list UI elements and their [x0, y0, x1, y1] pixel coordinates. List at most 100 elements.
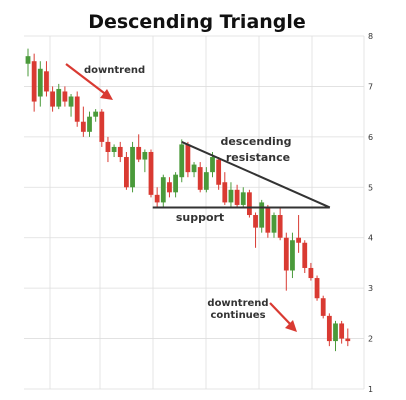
candle-body	[179, 144, 185, 178]
candle	[271, 212, 277, 238]
candle-body	[228, 189, 234, 203]
arrow-downtrend	[65, 63, 113, 100]
candle-body	[74, 96, 80, 122]
candle	[56, 83, 62, 110]
candle	[105, 136, 111, 163]
candle	[247, 189, 252, 218]
candle-body	[44, 71, 49, 92]
candle-body	[290, 240, 295, 271]
candle-body	[247, 192, 252, 216]
candle	[68, 93, 74, 117]
candle-body	[148, 151, 154, 195]
candle-body	[31, 61, 37, 102]
candle-body	[271, 215, 277, 233]
candle-body	[191, 164, 197, 173]
candle	[167, 177, 172, 198]
candle-body	[93, 111, 99, 117]
candle-body	[87, 116, 92, 132]
candle-body	[68, 96, 74, 107]
candle	[117, 141, 123, 163]
candle-body	[117, 146, 123, 158]
candle-body	[56, 88, 62, 107]
candle	[234, 184, 240, 208]
candle-body	[210, 157, 215, 173]
candle	[296, 215, 301, 253]
candle	[50, 86, 55, 112]
candle	[130, 141, 135, 193]
pattern-lines	[152, 140, 331, 209]
y-tick-label: 1	[368, 385, 373, 394]
candle	[203, 167, 209, 193]
candle-body	[259, 202, 265, 228]
candle	[99, 109, 105, 147]
candle	[93, 109, 99, 122]
candle-body	[308, 267, 314, 279]
candle	[283, 232, 289, 291]
candle	[240, 187, 246, 208]
candle	[62, 86, 68, 107]
candle-body	[222, 182, 228, 203]
annotation-resistance-line1: descending	[220, 135, 291, 148]
y-tick-label: 2	[368, 335, 373, 344]
candle	[302, 240, 308, 274]
candle-body	[154, 194, 160, 203]
y-axis-ticks: 1 2 3 4 5 6 7 8	[368, 32, 373, 394]
candles	[25, 48, 351, 352]
annotation-support: support	[176, 211, 224, 224]
candle	[290, 232, 295, 279]
y-tick-label: 4	[368, 234, 373, 243]
candle-body	[339, 323, 345, 339]
candle-body	[160, 177, 166, 203]
candle	[80, 106, 86, 137]
candle	[136, 134, 142, 163]
y-tick-label: 7	[368, 82, 373, 91]
candle-body	[240, 192, 246, 205]
y-tick-label: 6	[368, 133, 373, 142]
candle	[259, 199, 265, 233]
candle-body	[130, 146, 135, 188]
candle	[74, 91, 80, 127]
y-tick-label: 5	[368, 183, 373, 192]
candle-body	[105, 141, 111, 152]
candle	[111, 144, 117, 158]
candle-body	[320, 298, 326, 316]
candle	[37, 61, 43, 107]
candle-body	[62, 91, 68, 102]
candle-body	[265, 207, 271, 233]
candle-body	[50, 91, 55, 107]
candle	[265, 204, 271, 238]
candle-body	[37, 68, 43, 97]
y-tick-label: 8	[368, 32, 373, 41]
candle-body	[203, 172, 209, 190]
candle	[25, 48, 31, 77]
annotation-continues-line1: downtrend	[207, 298, 268, 309]
candle	[222, 172, 228, 205]
candle-body	[167, 182, 172, 193]
candle-body	[302, 242, 308, 268]
candle	[345, 328, 351, 347]
candle-body	[185, 144, 191, 173]
chart-title: Descending Triangle	[88, 11, 306, 33]
resistance-line	[181, 140, 331, 209]
candle	[197, 162, 203, 193]
candle	[277, 207, 283, 241]
candle	[185, 141, 191, 178]
candle	[154, 187, 160, 208]
annotation-resistance-line2: resistance	[226, 151, 290, 164]
candle	[320, 295, 326, 319]
candle	[44, 61, 49, 97]
candle-body	[124, 157, 129, 188]
candle	[339, 320, 345, 344]
annotation-continues-line2: continues	[210, 310, 265, 321]
candle-body	[173, 174, 178, 193]
candle	[326, 313, 332, 347]
candle	[216, 157, 222, 190]
candle	[191, 162, 197, 178]
candle	[314, 275, 320, 301]
arrow-continues-head	[285, 320, 297, 332]
candle-body	[234, 189, 240, 205]
y-tick-label: 3	[368, 284, 373, 293]
candle	[333, 320, 338, 352]
candle-body	[136, 146, 142, 160]
